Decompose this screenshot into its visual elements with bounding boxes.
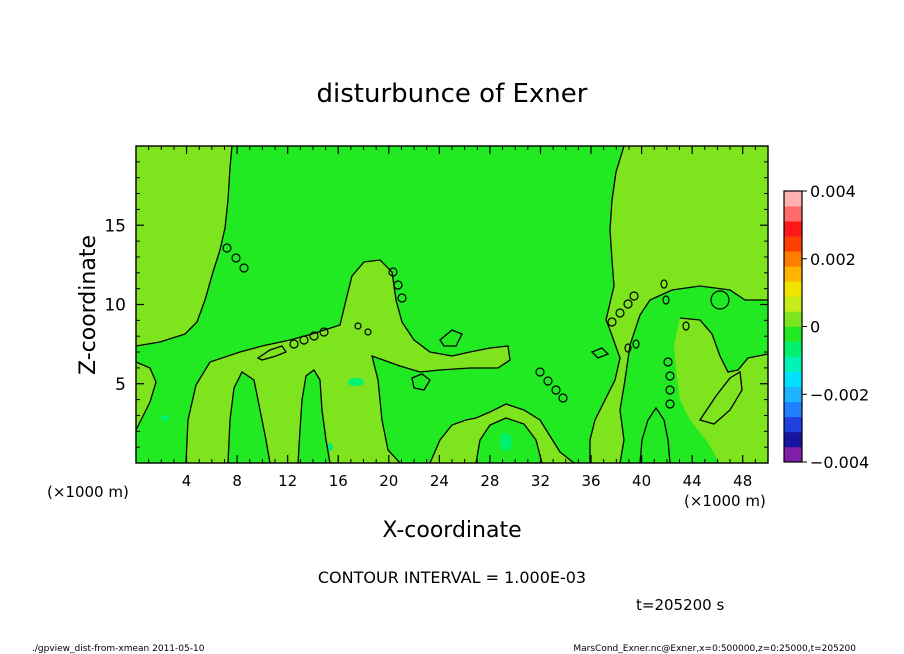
positive-region-lower-band: [186, 146, 768, 463]
contour-lines: [136, 146, 768, 463]
footer-left: ./gpview_dist-from-xmean 2011-05-10: [32, 644, 205, 654]
x-tick-label: 48: [733, 472, 752, 490]
y-axis-title: Z-coordinate: [76, 235, 101, 375]
negative-blob-a: [348, 378, 364, 386]
x-tick-label: 20: [379, 472, 398, 490]
x-tick-labels: 4 8 12 16 20 24 28 32 36 40 44 48: [182, 472, 752, 490]
colorbar-segment: [784, 236, 802, 252]
x-tick-label: 12: [278, 472, 297, 490]
positive-region-bottom-left: [136, 362, 156, 430]
colorbar-segment: [784, 311, 802, 327]
chart-title: disturbunce of Exner: [317, 79, 588, 109]
positive-region-left: [136, 146, 232, 346]
colorbar-segment: [784, 296, 802, 312]
colorbar-segment: [784, 371, 802, 388]
y-tick-labels: 5 10 15: [104, 216, 126, 395]
colorbar-tick-label: 0.002: [810, 250, 856, 269]
time-text: t=205200 s: [636, 596, 724, 614]
colorbar-segment: [784, 446, 802, 463]
y-tick-label: 10: [104, 296, 126, 316]
plot-area: [136, 146, 768, 463]
colorbar-segment: [784, 386, 802, 403]
colorbar-tick-label: 0: [810, 318, 820, 337]
y-tick-label: 15: [104, 216, 126, 236]
colorbar-segment: [784, 191, 802, 207]
near-zero-pocket-a: [228, 372, 270, 463]
axis-ticks: [136, 146, 768, 463]
footer-right: MarsCond_Exner.nc@Exner,x=0:500000,z=0:2…: [573, 644, 856, 654]
positive-region-center-bump: [262, 260, 510, 372]
colorbar-segment: [784, 401, 802, 418]
y-unit-label: (×1000 m): [47, 483, 129, 501]
x-unit-label: (×1000 m): [684, 492, 766, 510]
x-tick-label: 24: [430, 472, 449, 490]
negative-blob-d: [327, 443, 333, 451]
colorbar-tick-label: −0.002: [810, 385, 869, 404]
colorbar-tick-labels: 0.004 0.002 0 −0.002 −0.004: [810, 182, 869, 472]
colorbar-segment: [784, 326, 802, 342]
x-tick-label: 40: [632, 472, 651, 490]
x-tick-label: 44: [683, 472, 702, 490]
colorbar: [783, 190, 807, 463]
negative-blob-b: [500, 433, 512, 451]
x-tick-label: 4: [182, 472, 192, 490]
x-axis-title: X-coordinate: [382, 518, 521, 543]
x-tick-label: 16: [329, 472, 348, 490]
colorbar-segment: [784, 266, 802, 282]
colorbar-segment: [784, 431, 802, 448]
x-tick-label: 8: [232, 472, 242, 490]
colorbar-tick-label: −0.004: [810, 453, 869, 472]
negative-blob-c: [161, 415, 169, 421]
colorbar-segment: [784, 206, 802, 222]
colorbar-segment: [784, 356, 802, 372]
colorbar-tick-label: 0.004: [810, 182, 856, 201]
colorbar-segment: [784, 251, 802, 267]
y-tick-label: 5: [115, 375, 126, 395]
x-tick-label: 36: [581, 472, 600, 490]
near-zero-pocket-b: [298, 370, 330, 463]
x-tick-label: 28: [480, 472, 499, 490]
colorbar-segment: [784, 221, 802, 237]
colorbar-segment: [784, 416, 802, 433]
colorbar-segment: [784, 281, 802, 297]
colorbar-segment: [784, 341, 802, 357]
x-tick-label: 32: [531, 472, 550, 490]
contour-interval-text: CONTOUR INTERVAL = 1.000E-03: [318, 568, 586, 587]
contour-rings: [222, 243, 730, 409]
